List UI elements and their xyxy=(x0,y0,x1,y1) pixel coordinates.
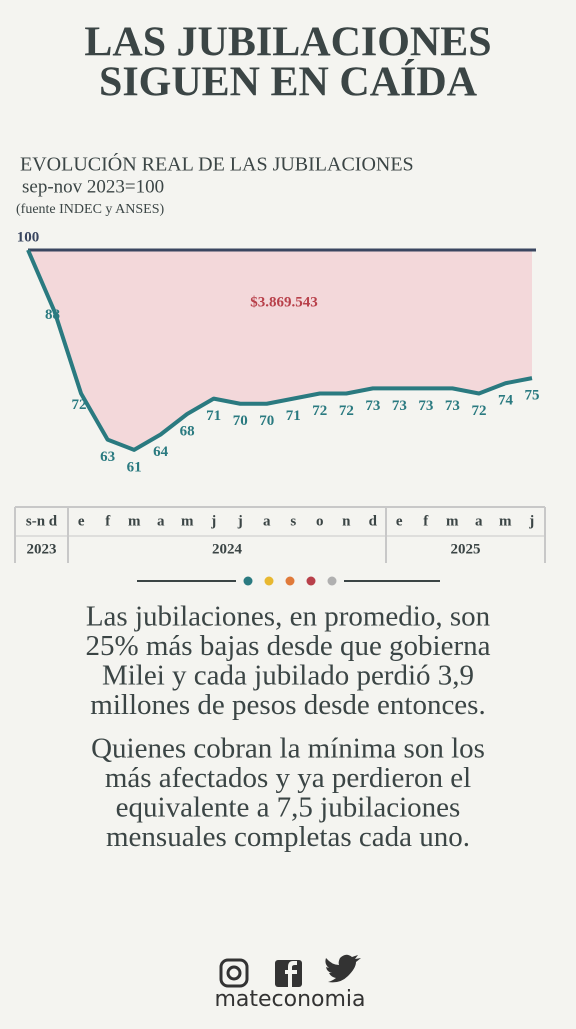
instagram-icon[interactable] xyxy=(219,958,249,988)
value-label: 73 xyxy=(418,398,433,414)
month-label: j xyxy=(528,513,534,529)
value-label: 88 xyxy=(45,307,60,323)
title-line: LAS JUBILACIONES xyxy=(84,20,491,66)
divider-dot xyxy=(264,576,274,586)
value-label: 73 xyxy=(365,398,380,414)
paragraph-line: 25% más bajas desde que gobierna xyxy=(85,630,490,662)
month-label: j xyxy=(237,513,243,529)
base-note: sep-nov 2023=100 xyxy=(22,176,164,197)
value-label: 71 xyxy=(286,408,301,424)
paragraph-line: Milei y cada jubilado perdió 3,9 xyxy=(102,660,474,692)
month-label: a xyxy=(475,513,483,529)
line xyxy=(26,249,533,452)
paragraph-line: más afectados y ya perdieron el xyxy=(105,762,471,794)
value-label: 71 xyxy=(206,408,221,424)
month-label: m xyxy=(181,513,194,529)
month-label: e xyxy=(396,513,403,529)
month-label: a xyxy=(157,513,165,529)
divider-dot xyxy=(285,576,295,586)
month-label: o xyxy=(316,513,324,529)
source: (fuente INDEC y ANSES) xyxy=(16,202,164,217)
month-label: f xyxy=(105,513,111,529)
value-label: 72 xyxy=(312,403,327,419)
paragraph-line: mensuales completas cada uno. xyxy=(106,821,470,853)
divider-dot xyxy=(327,576,337,586)
instagram-icon-lens xyxy=(226,965,242,981)
value-label: 72 xyxy=(72,397,87,413)
year-label: 2023 xyxy=(27,541,57,557)
value-label: 100 xyxy=(17,229,40,245)
value-label: 75 xyxy=(525,388,540,404)
month-label: s-n d xyxy=(26,513,58,529)
annotation: $3.869.543 xyxy=(250,294,318,310)
month-label: a xyxy=(263,513,271,529)
gap-area xyxy=(28,250,532,450)
month-label: d xyxy=(369,513,378,529)
month-label: m xyxy=(446,513,459,529)
subtitle: EVOLUCIÓN REAL DE LAS JUBILACIONES xyxy=(20,152,414,176)
year-label: 2025 xyxy=(451,541,481,557)
twitter-icon[interactable] xyxy=(325,954,361,983)
month-label: m xyxy=(128,513,141,529)
month-label: m xyxy=(499,513,512,529)
paragraph-line: Las jubilaciones, en promedio, son xyxy=(86,601,491,633)
paragraph-line: Quienes cobran la mínima son los xyxy=(91,733,485,765)
month-label: f xyxy=(423,513,429,529)
value-label: 64 xyxy=(153,444,169,460)
value-label: 70 xyxy=(259,413,274,429)
value-label: 72 xyxy=(471,403,486,419)
title-line: SIGUEN EN CAÍDA xyxy=(99,59,478,106)
value-label: 63 xyxy=(100,449,115,465)
value-label: 68 xyxy=(180,423,195,439)
value-label: 72 xyxy=(339,403,354,419)
month-label: e xyxy=(78,513,85,529)
month-label: n xyxy=(342,513,351,529)
value-label: 74 xyxy=(498,393,514,409)
divider-dot xyxy=(306,576,316,586)
divider xyxy=(137,576,440,586)
social-icons xyxy=(219,954,361,988)
chart: 100 88 72 63 61 64 68 71 70 70 71 72 72 73 73 73 73 72 74 7… xyxy=(17,229,540,475)
year-label: 2024 xyxy=(212,541,243,557)
brand: mateconomia xyxy=(214,987,365,1012)
month-label: j xyxy=(210,513,216,529)
month-label: s xyxy=(290,513,296,529)
paragraph-line: equivalente a 7,5 jubilaciones xyxy=(116,792,461,824)
value-label: 73 xyxy=(392,398,407,414)
value-label: 73 xyxy=(445,398,460,414)
divider-dot xyxy=(243,576,253,586)
paragraph-line: millones de pesos desde entonces. xyxy=(90,689,485,721)
facebook-glyph xyxy=(285,961,297,987)
value-label: 70 xyxy=(233,413,248,429)
value-label: 61 xyxy=(127,459,142,475)
